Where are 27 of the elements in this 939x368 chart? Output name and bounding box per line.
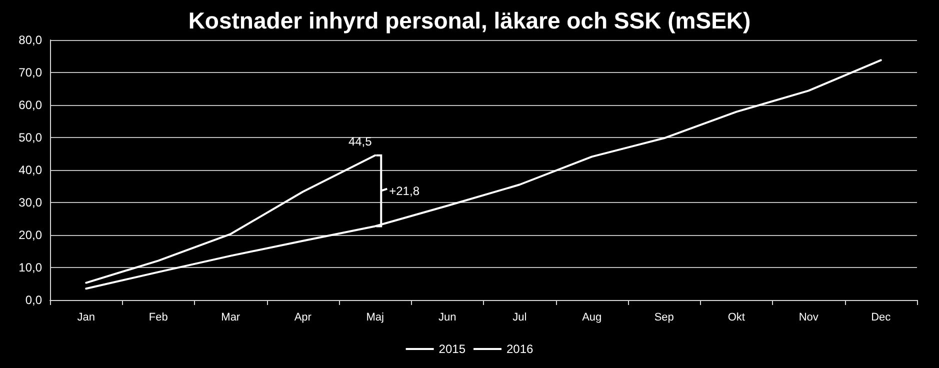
y-tick-label: 50,0 (18, 130, 42, 144)
x-tick-label: Maj (366, 312, 384, 324)
y-tick-label: 80,0 (18, 33, 42, 47)
annotation: +21,8 (389, 184, 420, 198)
legend-label: 2016 (506, 342, 534, 356)
x-tick-label: Mar (221, 312, 240, 324)
x-tick-label: Aug (582, 312, 602, 324)
x-tick-label: Dec (871, 312, 892, 324)
x-tick-label: Jan (77, 312, 95, 324)
x-tick-label: Jun (438, 312, 456, 324)
y-tick-label: 60,0 (18, 98, 42, 112)
y-tick-label: 30,0 (18, 196, 42, 210)
y-tick-label: 10,0 (18, 260, 42, 274)
x-tick-label: Apr (294, 312, 312, 324)
x-tick-label: Sep (654, 312, 674, 324)
line-series (85, 59, 882, 290)
chart-title: Kostnader inhyrd personal, läkare och SSK (mSEK) (188, 8, 751, 34)
x-tick-label: Feb (148, 312, 168, 324)
x-tick-label: Okt (728, 312, 745, 324)
y-tick-label: 70,0 (18, 66, 42, 80)
legend-label: 2015 (438, 342, 466, 356)
y-tick-label: 40,0 (18, 163, 42, 177)
y-tick-label: 0,0 (25, 293, 42, 307)
x-tick-label: Jul (512, 312, 527, 324)
annotation: 44,5 (348, 134, 372, 148)
x-tick-label: Nov (798, 312, 819, 324)
y-tick-label: 20,0 (18, 228, 42, 242)
